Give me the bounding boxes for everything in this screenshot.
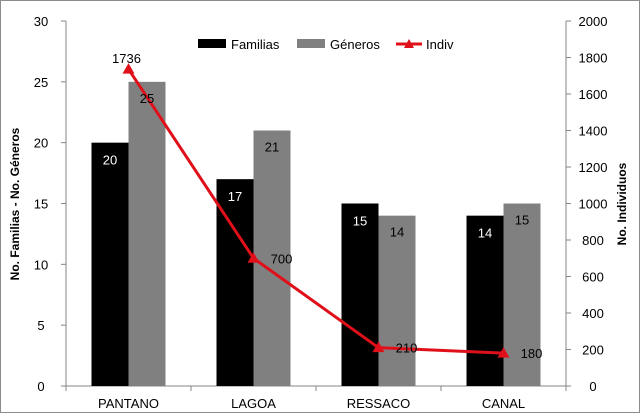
legend-label: Familias: [231, 37, 280, 52]
legend-swatch-marker: [404, 39, 414, 48]
y-tick-label-right: 1600: [579, 87, 608, 102]
data-label-bar: 15: [515, 213, 529, 228]
indiv-marker: [372, 341, 385, 353]
x-tick-label: PANTANO: [98, 396, 159, 411]
data-label-bar: 21: [265, 140, 279, 155]
y-tick-label-right: 2000: [579, 14, 608, 29]
data-label-bar: 15: [353, 214, 367, 229]
y-tick-label-right: 400: [582, 306, 604, 321]
indiv-marker: [497, 347, 510, 358]
y-tick-label-right: 0: [589, 379, 596, 394]
axes-group: 0 5 10 15 20 25 30 0 200 400 600 800 1000 1200 1400 160…: [34, 14, 608, 411]
y-tick-label-left: 10: [34, 257, 48, 272]
data-label-line: 210: [396, 341, 418, 356]
y-tick-label-right: 1200: [579, 160, 608, 175]
y-tick-label-left: 25: [34, 75, 48, 90]
data-labels-group: 20 17 15 14 25 21 14 15 1736 700 210 180: [103, 51, 543, 361]
legend-swatch-familias: [198, 39, 226, 48]
x-tick-label: LAGOA: [231, 396, 276, 411]
bar-familias: [466, 215, 504, 386]
data-label-line: 700: [271, 251, 293, 266]
data-label-line: 1736: [112, 51, 141, 66]
data-label-bar: 14: [390, 225, 404, 240]
indiv-series-line: [127, 68, 504, 355]
bar-familias: [91, 142, 129, 386]
y-tick-label-left: 15: [34, 197, 48, 212]
y-tick-label-right: 1400: [579, 124, 608, 139]
bar-géneros: [128, 81, 166, 386]
legend-swatch-géneros: [297, 39, 325, 48]
y-axis-title-right: No. Individuos: [615, 162, 629, 245]
y-axis-title-left: No. Familias - No. Géneros: [8, 127, 22, 280]
bar-géneros: [253, 130, 291, 386]
indiv-marker: [247, 252, 260, 263]
data-label-bar: 20: [103, 153, 117, 168]
y-tick-label-right: 1800: [579, 51, 608, 66]
y-tick-label-right: 600: [582, 270, 604, 285]
legend-label: Géneros: [330, 37, 380, 52]
y-tick-label-left: 0: [37, 379, 44, 394]
x-tick-label: RESSACO: [347, 396, 411, 411]
data-label-bar: 25: [140, 91, 154, 106]
y-tick-label-left: 20: [34, 136, 48, 151]
x-tick-label: CANAL: [482, 396, 525, 411]
y-tick-label-left: 30: [34, 14, 48, 29]
y-tick-label-right: 800: [582, 233, 604, 248]
data-label-line: 180: [521, 346, 543, 361]
data-label-bar: 17: [228, 189, 242, 204]
y-tick-label-left: 5: [37, 318, 44, 333]
legend-label: Indiv: [426, 37, 454, 52]
data-label-bar: 14: [478, 226, 492, 241]
bar-géneros: [378, 215, 416, 386]
y-tick-label-right: 1000: [579, 197, 608, 212]
y-tick-label-right: 200: [582, 343, 604, 358]
bar-géneros: [503, 203, 541, 386]
bar-familias: [341, 203, 379, 386]
line-group: [122, 63, 510, 358]
legend: Familias Géneros Indiv: [198, 37, 454, 52]
indiv-marker: [122, 63, 135, 74]
bars-group: [91, 81, 541, 386]
